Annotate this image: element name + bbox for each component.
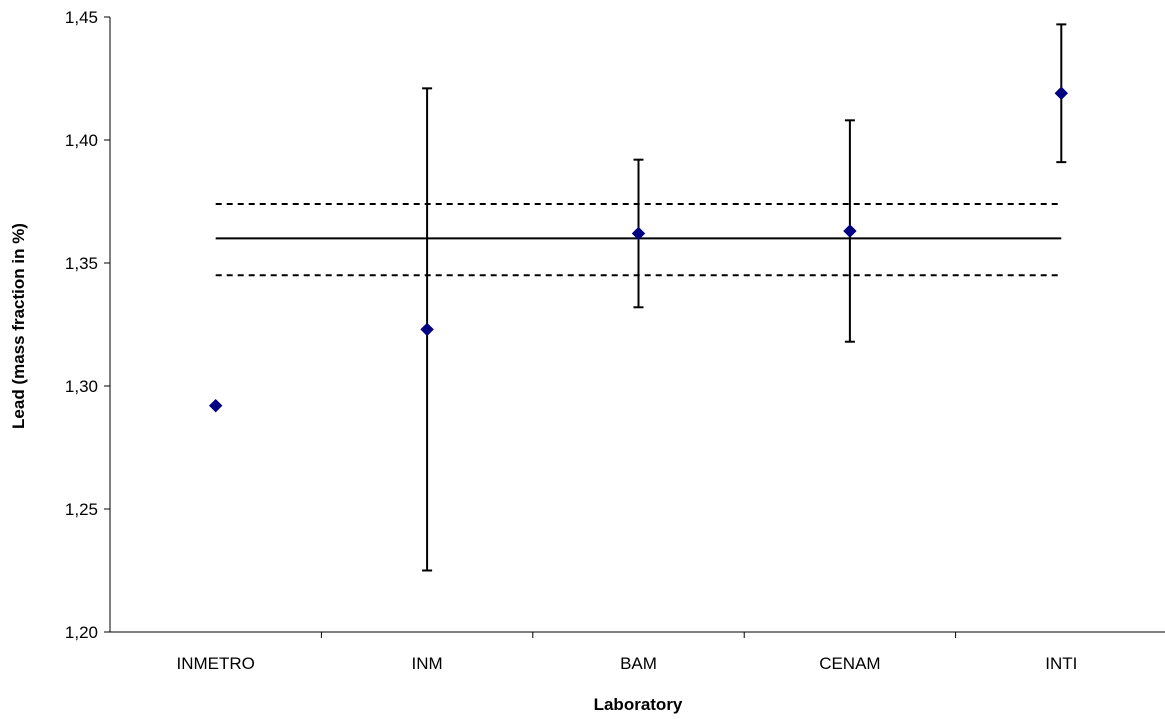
data-point [631, 226, 646, 241]
error-bars [422, 23, 1067, 572]
x-axis-title: Laboratory [594, 695, 683, 714]
y-axis: 1,20 1,25 1,30 1,35 1,40 1,45 [65, 8, 110, 642]
y-tick-label: 1,20 [65, 623, 98, 642]
x-tick-label: INM [412, 654, 443, 673]
data-point [420, 322, 434, 337]
x-tick-label: BAM [620, 654, 657, 673]
y-axis-title: Lead (mass fraction in %) [9, 223, 28, 429]
y-tick-label: 1,30 [65, 377, 98, 396]
x-tick-label: INTI [1045, 654, 1077, 673]
x-tick-label: INMETRO [177, 654, 255, 673]
data-points [208, 86, 1069, 413]
x-tick-label: CENAM [819, 654, 880, 673]
y-tick-label: 1,45 [65, 8, 98, 27]
y-tick-label: 1,35 [65, 254, 98, 273]
x-axis: INMETRO INM BAM CENAM INTI [177, 632, 1077, 673]
y-tick-label: 1,25 [65, 500, 98, 519]
data-point [1054, 86, 1069, 100]
plot-area [109, 17, 1165, 633]
data-point [843, 224, 857, 238]
data-point [208, 398, 223, 413]
y-tick-label: 1,40 [65, 131, 98, 150]
